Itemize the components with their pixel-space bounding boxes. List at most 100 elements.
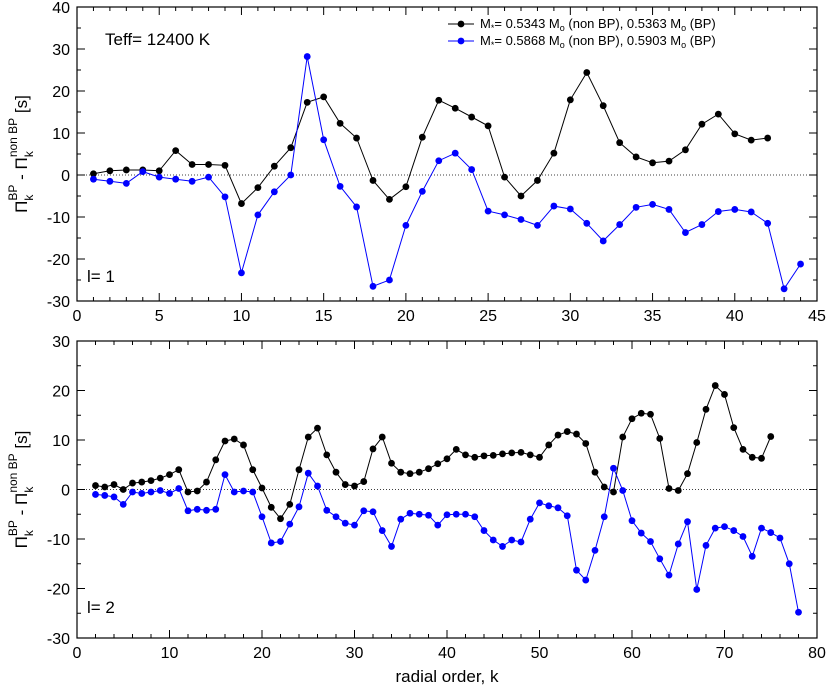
y-tick-label: 20 — [52, 384, 70, 401]
data-point — [674, 540, 682, 548]
data-point — [480, 527, 488, 534]
data-point — [501, 173, 508, 181]
x-tick-label: 5 — [155, 308, 164, 325]
data-point — [110, 481, 118, 488]
data-point — [480, 452, 488, 460]
data-point — [351, 482, 358, 490]
x-tick-label: 25 — [479, 308, 497, 325]
data-point — [106, 167, 114, 175]
data-point — [277, 515, 284, 523]
data-point — [582, 440, 590, 447]
data-point — [418, 187, 426, 195]
data-point — [332, 468, 340, 476]
data-point — [314, 424, 321, 432]
data-point — [484, 207, 492, 215]
data-point — [221, 161, 229, 169]
data-point — [106, 177, 114, 185]
data-point — [175, 485, 183, 492]
panel-annotation: l= 2 — [87, 598, 115, 617]
data-point — [425, 511, 432, 519]
data-point — [665, 485, 673, 492]
data-point — [599, 102, 607, 110]
data-point — [714, 208, 722, 215]
data-point — [600, 483, 608, 491]
data-point — [484, 122, 492, 130]
legend-entry: M*= 0.5868 Mo (non BP), 0.5903 Mo (BP) — [480, 33, 716, 50]
data-point — [304, 433, 312, 441]
data-point — [499, 450, 506, 458]
data-point — [583, 219, 591, 227]
panel-annotation: Teff= 12400 K — [105, 30, 211, 49]
x-tick-label: 35 — [644, 308, 662, 325]
data-point — [526, 451, 534, 459]
data-point — [764, 219, 772, 227]
data-point — [739, 446, 747, 453]
x-tick-label: 40 — [438, 645, 456, 662]
data-point — [184, 488, 192, 496]
panel-l1: 0 5 10 15 20 25 30 35 40 45 -30 -20 -10 0 10 20 30 40 Teff… — [6, 0, 826, 325]
data-point — [698, 120, 706, 128]
data-point — [649, 159, 656, 167]
data-point — [591, 546, 599, 554]
data-point — [122, 166, 130, 174]
data-point — [536, 453, 543, 461]
data-point — [665, 157, 673, 165]
data-point — [462, 510, 469, 518]
data-point — [767, 433, 775, 440]
data-point — [303, 98, 311, 106]
x-tick-label: 10 — [161, 645, 179, 662]
data-point — [341, 519, 349, 527]
data-point — [249, 466, 257, 474]
data-point — [468, 113, 476, 121]
series-line — [93, 56, 802, 291]
data-point — [101, 492, 109, 499]
data-point — [764, 134, 772, 142]
data-point — [628, 517, 636, 525]
data-point — [731, 130, 739, 138]
y-tick-label: -10 — [47, 210, 70, 227]
x-tick-label: 20 — [397, 308, 415, 325]
data-point — [517, 192, 525, 200]
data-point — [101, 483, 109, 491]
y-tick-label: 10 — [52, 433, 70, 450]
data-point — [563, 512, 571, 520]
data-point — [435, 96, 443, 104]
x-axis-label: radial order, k — [396, 667, 499, 686]
data-point — [287, 171, 295, 179]
data-point — [566, 96, 574, 104]
data-point — [139, 168, 147, 176]
data-point — [323, 506, 331, 514]
data-point — [258, 484, 266, 492]
data-point — [698, 221, 706, 228]
data-point — [166, 490, 173, 497]
data-point — [647, 538, 654, 545]
panel-l2: 0 10 20 30 40 50 60 70 80 -30 -20 -10 0 10 20 30 l= 2 ΠkB… — [6, 334, 826, 686]
data-point — [258, 513, 266, 521]
data-point — [221, 193, 229, 201]
data-point — [665, 571, 673, 579]
data-point — [378, 527, 386, 534]
data-point — [647, 410, 654, 418]
data-point — [205, 173, 212, 181]
y-tick-label: 30 — [52, 334, 70, 351]
data-point — [711, 382, 719, 389]
y-tick-label: -20 — [47, 582, 70, 599]
data-point — [508, 449, 516, 457]
data-point — [397, 515, 405, 523]
data-point — [388, 459, 395, 467]
data-point — [714, 110, 722, 118]
data-point — [711, 524, 719, 532]
data-point — [303, 53, 311, 60]
data-point — [314, 482, 321, 490]
data-point — [545, 502, 553, 510]
data-point — [649, 201, 656, 208]
data-point — [451, 104, 459, 112]
data-point — [785, 560, 793, 568]
data-point — [747, 136, 755, 144]
data-point — [682, 146, 689, 154]
data-point — [797, 260, 804, 268]
data-point — [240, 441, 247, 449]
y-tick-label: 20 — [52, 84, 70, 101]
data-point — [582, 576, 590, 584]
data-point — [434, 460, 442, 468]
